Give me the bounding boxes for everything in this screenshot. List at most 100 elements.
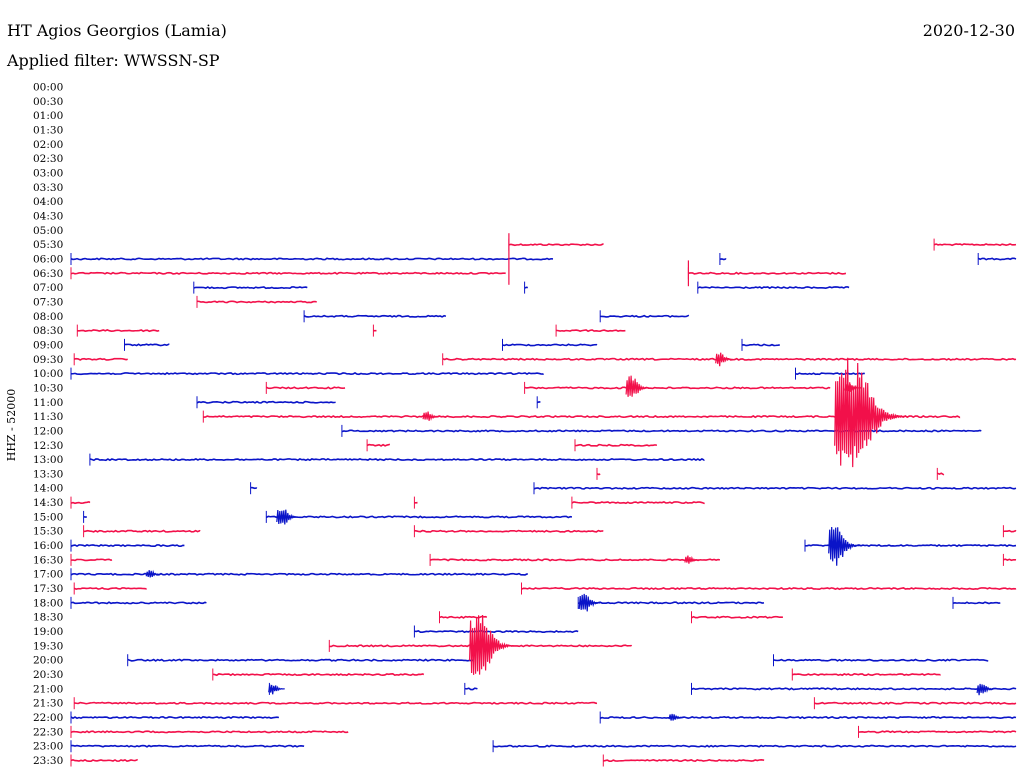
seismic-event <box>578 593 601 612</box>
traces <box>70 233 1017 767</box>
trace-segment <box>792 673 942 677</box>
trace-segment <box>70 572 529 576</box>
filter-label: Applied filter: WWSSN-SP <box>6 51 220 70</box>
trace-segment <box>795 372 865 376</box>
trace-segment <box>89 457 705 462</box>
seismic-event <box>684 555 699 564</box>
seismic-event <box>469 614 514 675</box>
row-label: 22:30 <box>33 726 63 738</box>
trace-segment <box>265 386 346 390</box>
row-label: 16:30 <box>33 554 63 566</box>
trace-segment <box>555 329 626 333</box>
seismic-event <box>276 509 298 525</box>
row-label: 23:00 <box>33 741 63 753</box>
trace-segment <box>70 501 91 505</box>
trace-segment <box>773 658 989 662</box>
row-label: 19:30 <box>33 640 63 652</box>
row-label: 22:00 <box>33 712 63 724</box>
row-label: 17:30 <box>33 583 63 595</box>
row-label: 06:30 <box>33 268 63 280</box>
row-label: 20:00 <box>33 655 63 667</box>
trace-segment <box>691 615 783 619</box>
trace-segment <box>977 257 1017 261</box>
row-label: 01:30 <box>33 124 63 136</box>
row-label: 16:00 <box>33 540 63 552</box>
row-label: 17:00 <box>33 569 63 581</box>
trace-segment <box>502 343 598 347</box>
row-label: 01:00 <box>33 110 63 122</box>
trace-segment <box>73 586 147 591</box>
row-label: 05:00 <box>33 225 63 237</box>
row-label: 04:00 <box>33 196 63 208</box>
trace-segment <box>599 715 1017 720</box>
row-label: 21:00 <box>33 683 63 695</box>
trace-segment <box>574 443 658 447</box>
trace-segment <box>571 501 705 505</box>
row-label: 20:30 <box>33 669 63 681</box>
trace-segment <box>74 357 128 361</box>
trace-segment <box>124 343 170 347</box>
row-label: 03:00 <box>33 167 63 179</box>
trace-segment <box>429 558 721 562</box>
seismic-event <box>976 683 995 696</box>
row-label: 21:30 <box>33 698 63 710</box>
row-label: 02:00 <box>33 139 63 151</box>
row-label: 14:30 <box>33 497 63 509</box>
trace-segment <box>741 343 780 347</box>
trace-segment <box>303 314 447 318</box>
trace-segment <box>536 401 541 404</box>
row-label: 09:00 <box>33 339 63 351</box>
trace-segment <box>439 615 488 619</box>
row-label: 10:00 <box>33 368 63 380</box>
row-label: 14:00 <box>33 483 63 495</box>
row-label: 02:30 <box>33 153 63 165</box>
trace-segment <box>600 314 690 318</box>
trace-segment <box>936 472 945 476</box>
row-label: 19:00 <box>33 626 63 638</box>
trace-segment <box>70 558 113 562</box>
row-label: 15:00 <box>33 511 63 523</box>
row-label: 07:00 <box>33 282 63 294</box>
trace-segment <box>70 758 138 763</box>
trace-segment <box>414 629 579 634</box>
seismic-event <box>268 684 285 695</box>
date-label: 2020-12-30 <box>923 21 1015 40</box>
trace-segment <box>70 271 506 275</box>
trace-segment <box>524 386 831 390</box>
trace-segment <box>521 586 1017 591</box>
row-label: 08:30 <box>33 325 63 337</box>
trace-segment <box>366 443 390 447</box>
seismic-event <box>834 357 906 468</box>
trace-segment <box>193 286 308 290</box>
channel-axis-label: HHZ - 52000 <box>5 389 18 462</box>
trace-segment <box>533 486 1017 490</box>
trace-segment <box>70 715 280 720</box>
trace-segment <box>952 601 1001 605</box>
row-label: 05:30 <box>33 239 63 251</box>
trace-segment <box>70 371 545 376</box>
row-label: 11:00 <box>33 397 63 409</box>
seismic-event <box>625 375 650 397</box>
row-label: 18:00 <box>33 597 63 609</box>
trace-segment <box>688 271 847 275</box>
trace-segment <box>196 400 336 404</box>
row-label: 04:30 <box>33 210 63 222</box>
trace-segment <box>414 529 604 533</box>
trace-segment <box>814 701 1017 705</box>
trace-segment <box>70 257 554 261</box>
row-label: 09:30 <box>33 354 63 366</box>
row-label: 10:30 <box>33 382 63 394</box>
trace-segment <box>70 730 349 734</box>
seismic-event <box>145 569 161 578</box>
seismic-event <box>422 411 440 421</box>
trace-segment <box>83 529 201 533</box>
trace-segment <box>578 601 765 605</box>
row-labels: 00:00 00:30 01:00 01:30 02:00 02:30 03:00 03:30… <box>33 82 63 768</box>
trace-segment <box>70 744 305 748</box>
trace-segment <box>691 687 1017 691</box>
trace-segment <box>858 730 1017 734</box>
row-label: 23:30 <box>33 755 63 767</box>
trace-segment <box>603 758 765 762</box>
trace-segment <box>77 329 160 333</box>
